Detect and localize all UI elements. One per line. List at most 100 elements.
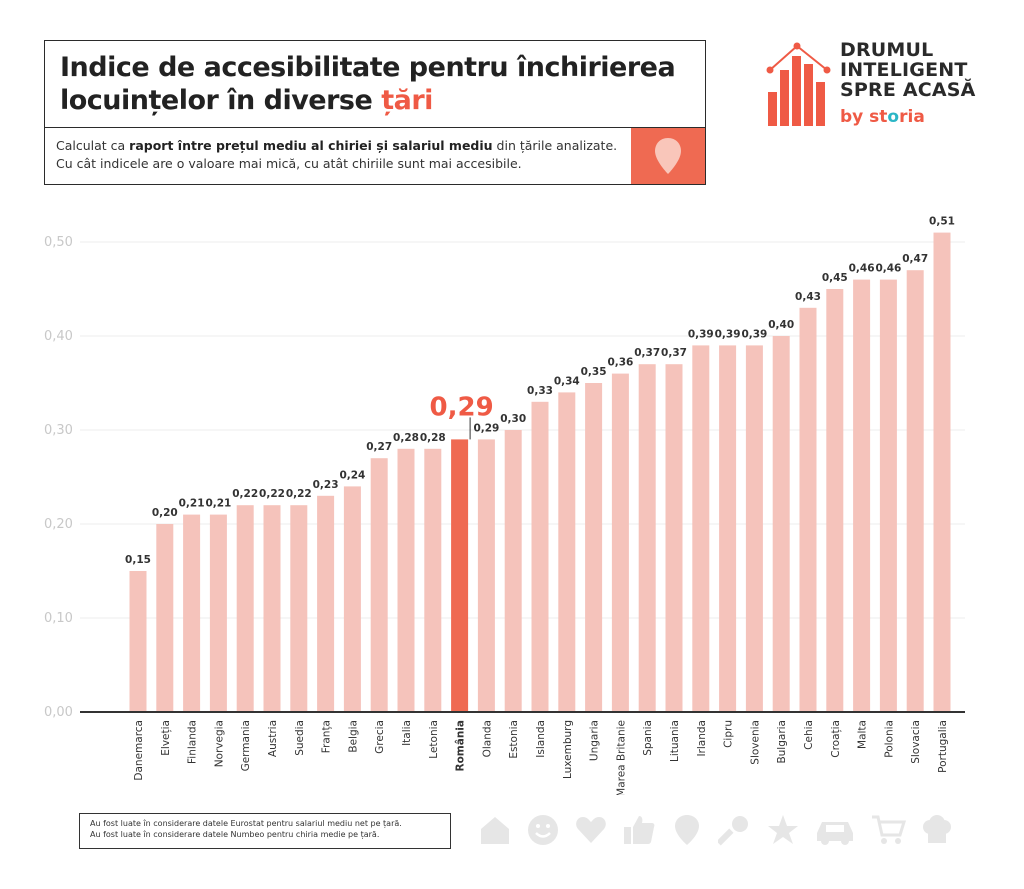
brand-logo: DRUMUL INTELIGENT SPRE ACASĂ by storia bbox=[765, 40, 1005, 130]
subtitle-box: Calculat ca raport între prețul mediu al… bbox=[44, 127, 706, 185]
x-tick-label: Cipru bbox=[723, 720, 735, 748]
footer-icons bbox=[478, 813, 954, 851]
house-bars-logo-icon bbox=[766, 42, 831, 126]
data-label: 0,22 bbox=[286, 488, 312, 500]
data-label: 0,40 bbox=[768, 319, 794, 331]
x-tick-label: Luxemburg bbox=[562, 720, 574, 779]
x-tick-label: Croația bbox=[830, 720, 842, 758]
bar bbox=[317, 495, 335, 712]
logo-line: DRUMUL bbox=[840, 39, 934, 61]
y-tick-label: 0,20 bbox=[44, 517, 73, 532]
data-label: 0,28 bbox=[420, 432, 446, 444]
highlight-value-label: 0,29 bbox=[430, 392, 494, 422]
bar bbox=[558, 392, 576, 712]
bar bbox=[129, 571, 147, 712]
x-tick-label: Cehia bbox=[803, 720, 815, 750]
x-tick-label: Slovenia bbox=[749, 720, 761, 765]
x-tick-label: Portugalia bbox=[937, 720, 949, 773]
subtitle-part: Calculat ca bbox=[56, 138, 130, 153]
logo-by: by bbox=[840, 107, 870, 127]
bar bbox=[477, 439, 495, 712]
data-label: 0,24 bbox=[339, 469, 365, 481]
note-line: Au fost luate în considerare datele Euro… bbox=[90, 819, 402, 828]
bar bbox=[638, 364, 656, 712]
subtitle-part: din țările analizate. bbox=[492, 138, 618, 153]
data-label: 0,15 bbox=[125, 554, 151, 566]
y-tick-label: 0,00 bbox=[44, 705, 73, 720]
data-label: 0,20 bbox=[152, 507, 178, 519]
bar bbox=[611, 373, 629, 712]
page-title: Indice de accesibilitate pentru închirie… bbox=[60, 51, 676, 117]
data-label: 0,43 bbox=[795, 291, 821, 303]
x-tick-label: Olanda bbox=[481, 720, 493, 757]
data-label: 0,36 bbox=[607, 357, 633, 369]
x-tick-label: Lituania bbox=[669, 720, 681, 762]
bar bbox=[424, 448, 442, 712]
x-tick-label: Danemarca bbox=[133, 720, 145, 781]
x-tick-label: Austria bbox=[267, 720, 279, 757]
x-tick-label: Italia bbox=[401, 720, 413, 746]
bar bbox=[906, 270, 924, 712]
bar bbox=[290, 505, 308, 712]
note-line: Au fost luate în considerare datele Numb… bbox=[90, 830, 380, 839]
star-icon bbox=[766, 813, 800, 851]
x-tick-label: Franța bbox=[321, 720, 333, 753]
data-label: 0,33 bbox=[527, 385, 553, 397]
x-tick-label: Grecia bbox=[374, 720, 386, 754]
title-box: Indice de accesibilitate pentru închirie… bbox=[44, 40, 706, 128]
data-label: 0,27 bbox=[366, 441, 392, 453]
data-label: 0,30 bbox=[500, 413, 526, 425]
subtitle: Calculat ca raport între prețul mediu al… bbox=[56, 137, 631, 173]
x-tick-label: Marea Britanie bbox=[615, 720, 627, 795]
data-label: 0,39 bbox=[741, 328, 767, 340]
chef-hat-icon bbox=[920, 813, 954, 851]
data-label: 0,46 bbox=[849, 263, 875, 275]
location-pin-icon bbox=[631, 128, 705, 184]
title-accent: țări bbox=[381, 85, 433, 116]
x-tick-label: Belgia bbox=[347, 720, 359, 753]
data-label: 0,34 bbox=[554, 375, 580, 387]
x-tick-label: România bbox=[455, 720, 467, 772]
data-label: 0,22 bbox=[259, 488, 285, 500]
bar bbox=[665, 364, 683, 712]
title-line-2: locuințelor în diverse bbox=[60, 85, 382, 116]
x-tick-label: Islanda bbox=[535, 720, 547, 758]
bar bbox=[585, 383, 603, 712]
bar bbox=[183, 514, 201, 712]
x-tick-label: Ungaria bbox=[589, 720, 601, 761]
x-tick-label: Elveția bbox=[160, 720, 172, 756]
car-icon bbox=[814, 813, 856, 851]
y-tick-label: 0,40 bbox=[44, 329, 73, 344]
logo-text: DRUMUL INTELIGENT SPRE ACASĂ bbox=[840, 40, 976, 100]
bar bbox=[745, 345, 763, 712]
brand-part: st bbox=[869, 107, 888, 127]
bar bbox=[799, 307, 817, 712]
subtitle-bold: raport între prețul mediu al chiriei și … bbox=[129, 138, 493, 153]
x-tick-label: Germania bbox=[240, 720, 252, 771]
bar bbox=[719, 345, 737, 712]
brand-part: o bbox=[887, 107, 900, 127]
bar bbox=[263, 505, 281, 712]
bar bbox=[370, 458, 388, 712]
x-tick-label: Suedia bbox=[294, 720, 306, 756]
bar bbox=[343, 486, 361, 712]
bar bbox=[236, 505, 254, 712]
subtitle-line-2: Cu cât indicele are o valoare mai mică, … bbox=[56, 156, 522, 171]
source-notes: Au fost luate în considerare datele Euro… bbox=[79, 813, 451, 849]
logo-line: INTELIGENT bbox=[840, 59, 968, 81]
y-tick-label: 0,10 bbox=[44, 611, 73, 626]
data-label: 0,45 bbox=[822, 272, 848, 284]
bar bbox=[504, 430, 522, 712]
data-label: 0,37 bbox=[661, 347, 687, 359]
bar bbox=[772, 336, 790, 712]
key-icon bbox=[716, 813, 752, 851]
data-label: 0,21 bbox=[179, 498, 205, 510]
bar bbox=[397, 448, 415, 712]
bar bbox=[451, 439, 469, 712]
data-label: 0,35 bbox=[581, 366, 607, 378]
heart-icon bbox=[574, 813, 608, 851]
x-tick-label: Letonia bbox=[428, 720, 440, 759]
x-tick-label: Irlanda bbox=[696, 720, 708, 757]
pin-icon bbox=[670, 813, 704, 851]
bar bbox=[853, 279, 871, 712]
